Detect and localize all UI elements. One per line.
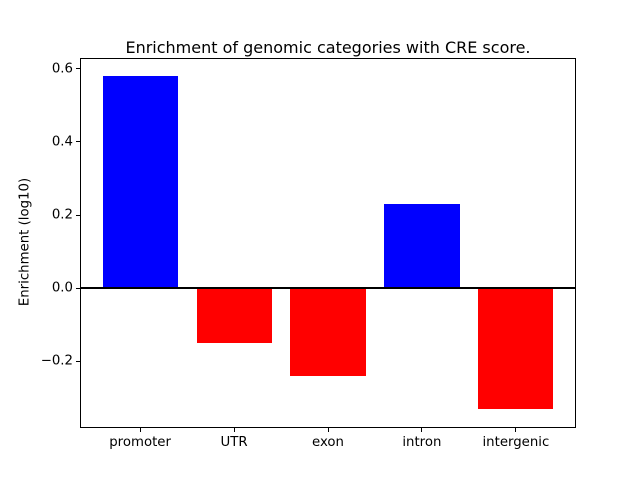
y-tick-label: 0.4 — [51, 134, 73, 150]
bar-exon — [290, 288, 366, 376]
chart-title: Enrichment of genomic categories with CR… — [125, 38, 531, 57]
bar-promoter — [102, 75, 178, 289]
zero-line — [80, 287, 576, 290]
bar-UTR — [196, 288, 272, 343]
y-tick-mark — [75, 141, 80, 143]
bar-intron — [384, 204, 460, 289]
y-tick-mark — [75, 287, 80, 289]
bar-intergenic — [478, 288, 554, 409]
x-tick-mark — [139, 428, 141, 432]
y-tick-mark — [75, 360, 80, 362]
y-tick-label: 0.0 — [51, 280, 73, 296]
x-tick-mark — [327, 428, 329, 432]
x-tick-label-intergenic: intergenic — [482, 435, 550, 451]
x-tick-label-intron: intron — [402, 435, 442, 451]
x-tick-mark — [233, 428, 235, 432]
y-tick-label: −0.2 — [40, 353, 73, 369]
y-tick-mark — [75, 68, 80, 70]
y-tick-label: 0.2 — [51, 207, 73, 223]
x-tick-label-exon: exon — [312, 435, 344, 451]
y-tick-label: 0.6 — [51, 61, 73, 77]
x-tick-label-UTR: UTR — [220, 435, 248, 451]
x-tick-label-promoter: promoter — [109, 435, 171, 451]
x-tick-mark — [421, 428, 423, 432]
y-tick-mark — [75, 214, 80, 216]
x-tick-mark — [515, 428, 517, 432]
